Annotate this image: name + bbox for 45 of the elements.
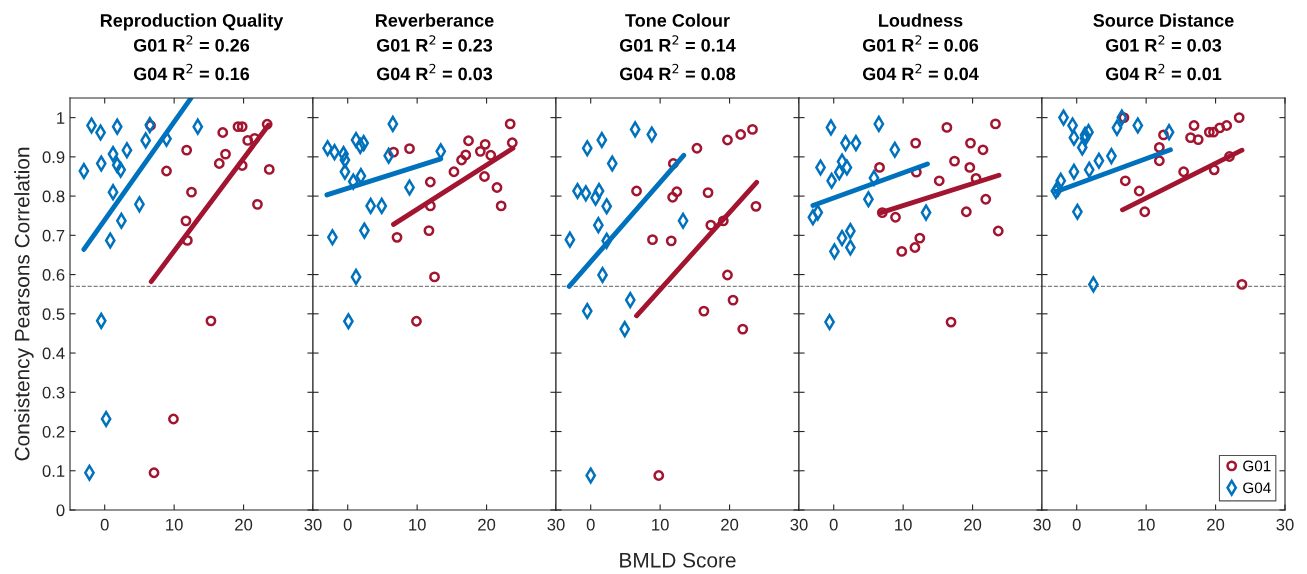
legend-label: G01 [1243,460,1271,472]
text: G01 R$^{2}$ = 0.23 G04 R$^{2}$ = 0.03 [376,35,493,81]
x-tick-label: 10 [409,518,426,531]
y-tick-label: 0.4 [42,347,65,360]
x-tick-label: 30 [547,518,565,531]
chart-title: Tone Colour [625,13,730,27]
chart-title: Reproduction Quality [100,13,284,31]
x-tick-label: 30 [1276,518,1294,531]
x-tick-label: 10 [652,518,669,531]
x-tick-label: 10 [895,518,912,531]
x-tick-label: 20 [1207,518,1225,531]
y-tick-label: 0.2 [42,425,65,438]
x-tick-label: 20 [721,518,739,531]
x-tick-label: 0 [100,518,109,531]
x-tick-label: 20 [478,518,496,531]
chart-title: Reverberance [375,13,494,27]
x-tick-label: 10 [166,518,183,531]
x-tick-label: 20 [235,518,253,531]
y-axis-title: Consistency Pearsons Correlation [14,147,34,461]
y-tick-label: 1 [57,112,65,124]
chart-title: Loudness [879,13,963,27]
y-tick-label: 0 [56,504,65,517]
text: G01 R$^{2}$ = 0.14 G04 R$^{2}$ = 0.08 [619,35,736,81]
x-tick-label: 20 [964,518,982,531]
y-tick-label: 0.9 [42,151,65,164]
x-tick-label: 0 [1072,518,1081,531]
y-tick-label: 0.5 [42,308,65,321]
chart-title: Source Distance [1093,13,1234,27]
x-tick-label: 0 [586,518,595,531]
y-tick-label: 0.8 [42,190,65,203]
x-axis-title: BMLD Score [620,552,736,568]
y-tick-label: 0.3 [42,386,65,399]
x-tick-label: 30 [790,518,808,531]
x-tick-label: 0 [343,518,352,531]
text: G01 R$^{2}$ = 0.26 G04 R$^{2}$ = 0.16 [133,35,250,81]
x-tick-label: 10 [1138,518,1155,531]
text: G01 R$^{2}$ = 0.03 G04 R$^{2}$ = 0.01 [1105,35,1222,81]
x-tick-label: 30 [304,518,322,531]
y-tick-label: 0.1 [42,465,65,477]
legend-label: G04 [1243,482,1271,494]
x-tick-label: 30 [1033,518,1051,531]
x-tick-label: 0 [829,518,838,531]
text: G01 R$^{2}$ = 0.06 G04 R$^{2}$ = 0.04 [862,35,979,81]
y-tick-label: 0.6 [42,268,65,281]
y-tick-label: 0.7 [42,229,65,242]
